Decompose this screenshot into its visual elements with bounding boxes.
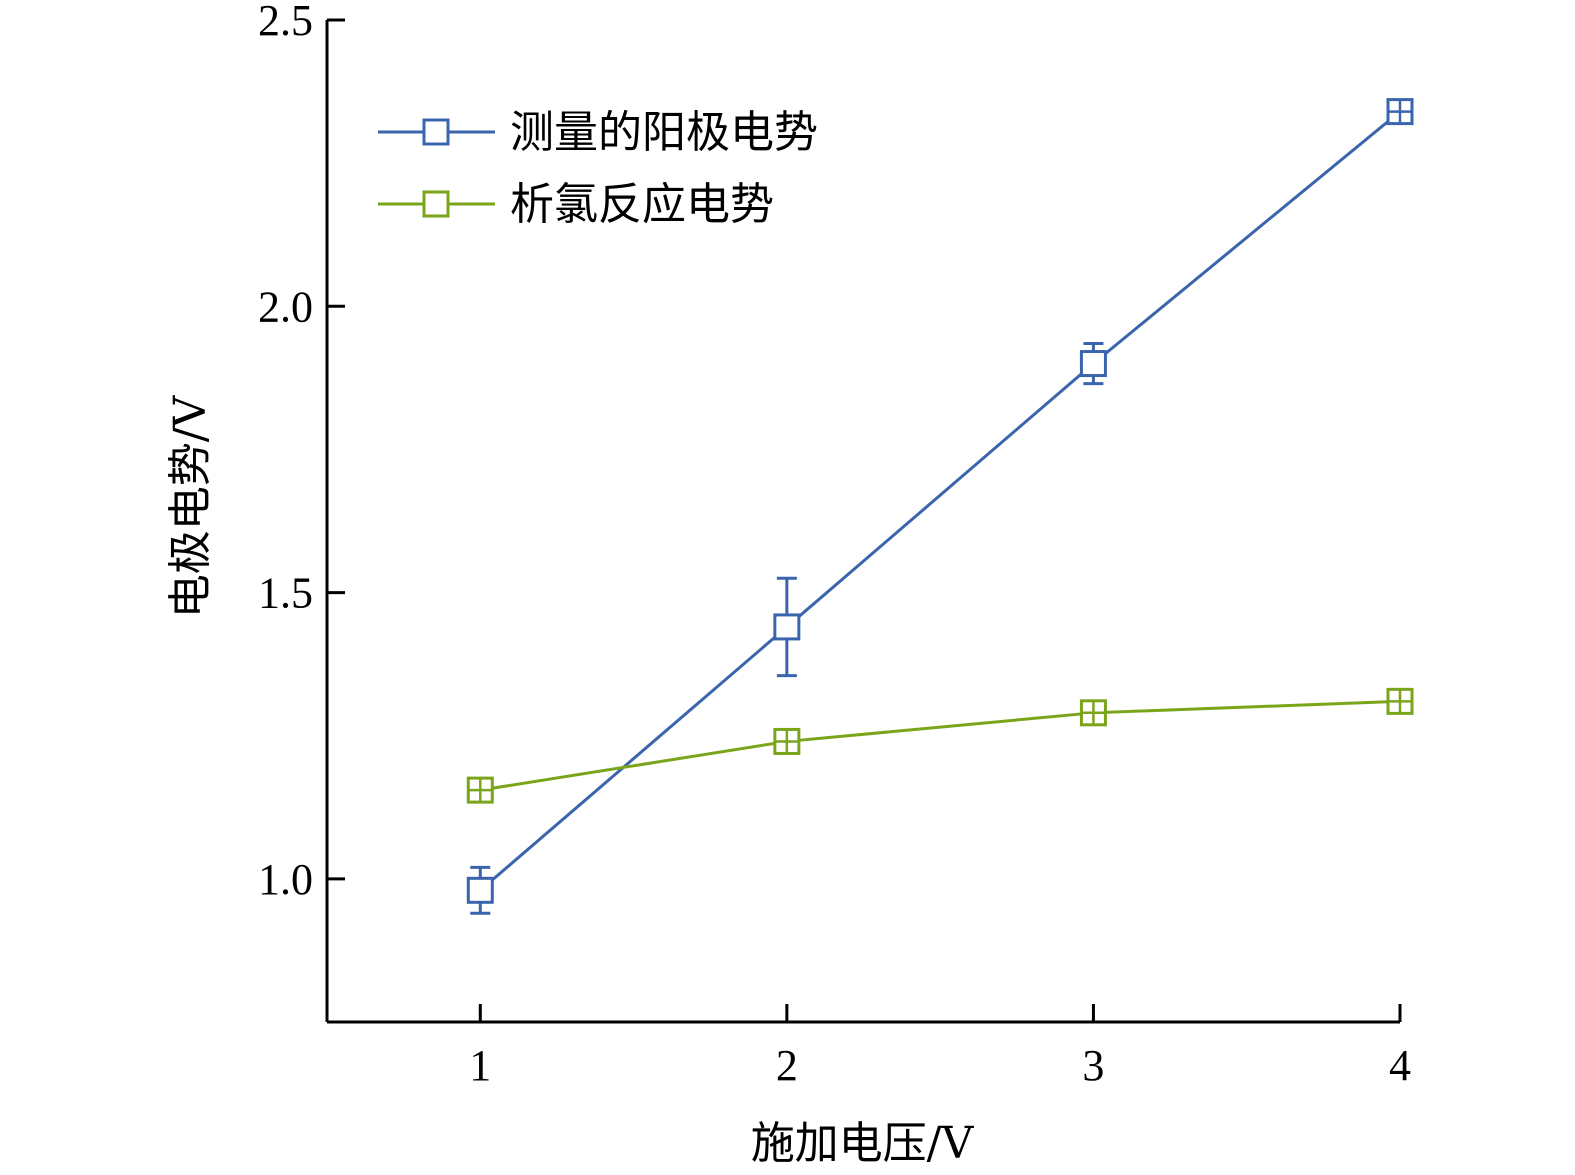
y-tick-label: 2.5: [258, 0, 313, 45]
y-tick-label: 1.0: [258, 855, 313, 904]
x-axis-title: 施加电压/V: [751, 1118, 975, 1169]
legend-entry-1: 测量的阳极电势: [378, 107, 818, 158]
series-1: [466, 98, 1414, 915]
x-tick-label: 3: [1082, 1041, 1104, 1090]
legend-marker: [422, 118, 450, 146]
series-layer: [466, 98, 1414, 915]
legend-label: 测量的阳极电势: [510, 107, 818, 158]
legend-label: 析氯反应电势: [510, 179, 774, 230]
data-point: [1079, 350, 1107, 378]
y-tick-label: 1.5: [258, 569, 313, 618]
x-tick-label: 1: [469, 1041, 491, 1090]
y-axis-title: 电极电势/V: [165, 394, 216, 618]
legend-marker: [422, 190, 450, 218]
x-tick-label: 4: [1389, 1041, 1411, 1090]
series-2: [466, 687, 1414, 804]
series-line: [479, 110, 1401, 892]
data-point: [773, 613, 801, 641]
legend-entry-2: 析氯反应电势: [378, 179, 774, 230]
series-line: [480, 699, 1401, 792]
x-tick-label: 2: [776, 1041, 798, 1090]
y-tick-label: 2.0: [258, 282, 313, 331]
ticks: 1.0 1.5 2.0 2.5 1 2 3 4: [258, 0, 1411, 1090]
axes: [325, 20, 1400, 1024]
data-point: [466, 876, 494, 904]
